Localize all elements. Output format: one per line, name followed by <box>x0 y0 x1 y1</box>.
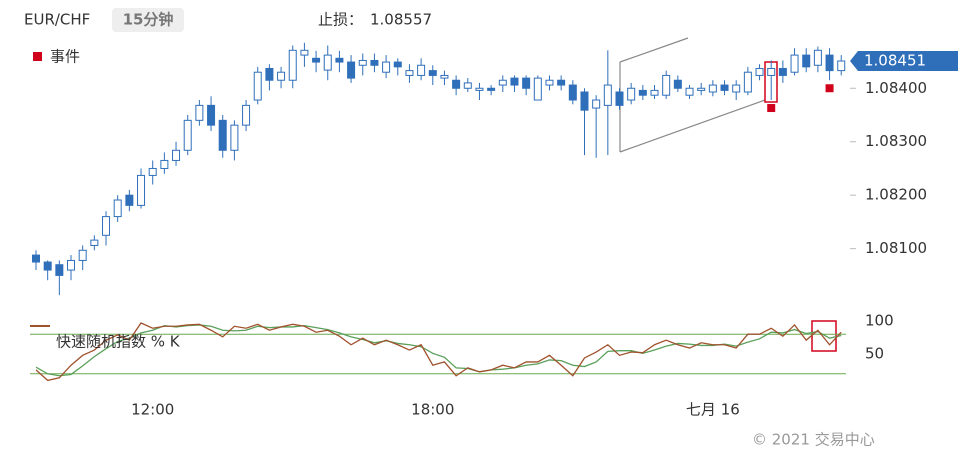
candle-body <box>102 216 111 236</box>
candle-body <box>615 91 624 106</box>
y-tick-label: 1.08400 <box>865 79 927 97</box>
candle-body <box>358 59 367 66</box>
candle-body <box>335 57 344 63</box>
x-tick-label: 18:00 <box>411 401 454 419</box>
stop-loss-label: 止损： <box>318 11 363 29</box>
candle-body <box>568 84 577 101</box>
candle-body <box>32 254 40 263</box>
candle-body <box>452 79 461 89</box>
candle-body <box>242 104 251 126</box>
candle-body <box>393 61 402 68</box>
candle-body <box>837 60 846 72</box>
stop-loss: 1.08557 <box>370 11 432 29</box>
candle-body <box>498 79 507 86</box>
x-tick-label: 七月 16 <box>686 401 740 419</box>
candle-body <box>510 77 519 86</box>
candle-body <box>697 87 706 91</box>
event-marker <box>767 104 776 113</box>
candle-body <box>90 239 99 246</box>
candle-body <box>440 74 449 79</box>
interval-pill <box>112 8 184 32</box>
candle-body <box>218 119 227 151</box>
candle-body <box>813 49 822 66</box>
candle-body <box>78 249 87 261</box>
candle-body <box>685 87 694 96</box>
candle-body <box>580 91 589 111</box>
candle-body <box>172 149 181 161</box>
candle-body <box>463 82 472 89</box>
current-price: 1.08451 <box>864 51 926 69</box>
candle-body <box>312 57 321 63</box>
y-tick-label: 1.08300 <box>865 132 927 150</box>
candle-body <box>370 59 379 66</box>
candle-body <box>662 74 671 96</box>
candle-body <box>300 49 309 56</box>
candle-body <box>475 87 484 91</box>
candle-body <box>825 54 834 72</box>
candle-body <box>277 71 286 81</box>
candle-body <box>533 77 542 101</box>
y-tick-label: 50 <box>865 345 884 363</box>
candle-body <box>673 79 682 89</box>
highlight-box <box>811 320 837 352</box>
event-legend: 事件 <box>50 48 80 66</box>
symbol: EUR/CHF <box>24 11 90 29</box>
candle-body <box>708 84 717 93</box>
candle-body <box>778 67 787 76</box>
candle-body <box>230 124 239 151</box>
price-tag <box>850 50 958 71</box>
candle-body <box>802 54 811 68</box>
candle-body <box>743 71 752 93</box>
candle-body <box>288 49 297 81</box>
event-marker <box>825 84 834 93</box>
candle-body <box>207 104 216 126</box>
candle-body <box>160 159 169 169</box>
candle-body <box>720 84 729 91</box>
candle-body <box>382 61 391 73</box>
candle-body <box>522 77 531 89</box>
candle-body <box>638 89 647 96</box>
candle-body <box>183 119 192 151</box>
candle-body <box>148 167 157 176</box>
candle-body <box>650 89 659 96</box>
candle-body <box>487 87 496 91</box>
candle-body <box>557 79 566 86</box>
candle-body <box>195 104 204 121</box>
candle-body <box>253 71 262 101</box>
stoch-line <box>35 322 842 382</box>
candle-body <box>55 264 64 276</box>
candle-body <box>125 194 134 206</box>
candle-body <box>347 61 356 79</box>
y-tick-label: 1.08100 <box>865 239 927 257</box>
candle-body <box>767 67 776 76</box>
legend-label: 快速随机指数 % K <box>56 333 181 351</box>
event-legend-swatch <box>33 52 42 61</box>
candle-body <box>627 87 636 101</box>
candle-body <box>732 84 741 93</box>
candle-body <box>67 259 76 271</box>
candle-body <box>417 64 426 76</box>
candle-body <box>790 54 799 73</box>
candle-body <box>603 84 612 106</box>
candle-body <box>592 99 601 109</box>
y-tick-label: 100 <box>865 312 894 330</box>
candle-body <box>405 70 414 76</box>
candle-body <box>137 174 146 206</box>
footer: © 2021 交易中心 <box>752 431 875 449</box>
y-tick-label: 1.08200 <box>865 186 927 204</box>
candle-body <box>265 67 274 81</box>
candle-body <box>323 54 332 71</box>
interval: 15分钟 <box>123 11 174 29</box>
candle-body <box>428 70 437 76</box>
candle-body <box>43 261 52 271</box>
candle-body <box>113 199 122 218</box>
x-tick-label: 12:00 <box>131 401 174 419</box>
candle-body <box>545 79 554 86</box>
candle-body <box>755 67 764 76</box>
